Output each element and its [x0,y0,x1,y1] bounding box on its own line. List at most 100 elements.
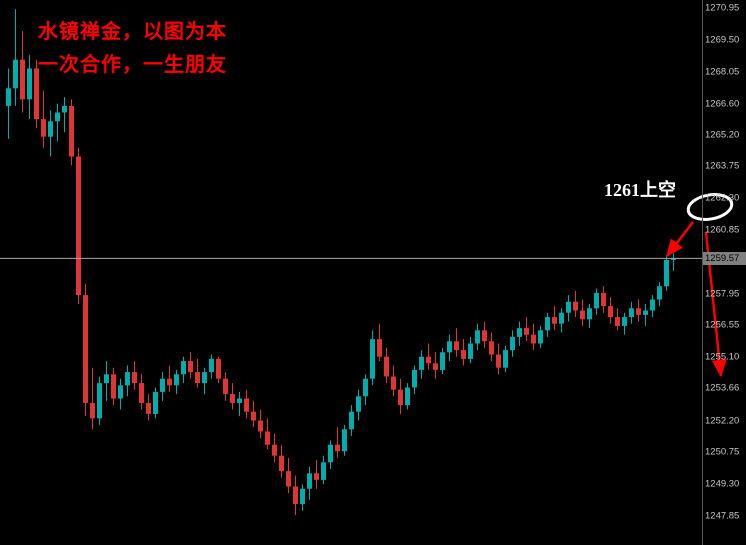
candle-body [286,471,291,487]
candle-body [517,328,522,337]
candle-body [181,361,186,375]
candle-body [629,308,634,318]
candle-body [363,378,368,397]
candle-body [244,398,249,412]
candle-body [6,88,11,106]
candle-body [216,358,221,379]
candle-body [265,431,270,445]
price-axis-label: 1257.95 [705,288,740,300]
candle-body [412,369,417,388]
candle-body [104,374,109,384]
candle-body [419,356,424,370]
candle-body [195,372,200,384]
candle-body [384,356,389,377]
candle-body [643,310,648,315]
candle-body [300,488,305,505]
candle-body [174,374,179,386]
candle-body [622,317,627,326]
price-axis-label: 1253.66 [705,382,740,394]
candle-body [342,429,347,452]
candle-body [538,330,543,344]
candle-body [167,378,172,386]
candle-body [489,341,494,355]
price-axis-label: 1263.75 [705,160,740,172]
candle-body [146,402,151,414]
candle-body [559,312,564,324]
candle-body [377,339,382,357]
candle-body [398,389,403,406]
candle-body [566,301,571,313]
candle-body [475,330,480,344]
candle-body [153,391,158,414]
candle-body [447,341,452,353]
price-axis-label: 1265.20 [705,129,740,140]
candle-body [636,308,641,315]
candle-body [510,336,515,351]
candle-body [111,374,116,399]
candle-body [573,301,578,311]
direction-arrow [666,221,694,257]
candle-body [328,444,333,463]
candle-body [132,372,137,384]
candle-body [160,378,165,392]
annotation-layer [0,193,746,378]
candle-body [20,59,25,100]
candle-body [454,341,459,351]
price-axis-label: 1262.30 [705,192,740,204]
candle-body [482,330,487,342]
candle-body [587,308,592,320]
candles-layer [6,9,676,516]
candle-body [664,259,669,287]
candle-body [671,258,676,260]
candle-body [48,121,53,137]
candle-body [608,306,613,318]
candle-body [13,59,18,89]
candle-body [524,328,529,335]
candle-body [76,156,81,296]
candle-body [433,363,438,370]
candle-body [34,68,39,120]
candle-body [251,411,256,421]
candle-body [209,358,214,373]
short-level-annotation: 1261上空 [604,180,676,200]
candle-body [55,112,60,122]
candle-body [41,119,46,137]
candle-body [83,295,88,403]
candle-body [125,372,130,386]
price-axis-label: 1266.60 [705,98,740,110]
price-axis-label: 1256.55 [705,319,740,331]
candle-body [223,378,228,395]
candle-body [461,350,466,359]
candle-body [580,310,585,320]
candle-body [650,299,655,311]
candle-body [279,455,284,472]
price-axis-label: 1255.10 [705,351,740,363]
candle-body [335,444,340,452]
candle-body [552,317,557,324]
candle-body [118,385,123,399]
candle-body [230,394,235,403]
candle-body [349,411,354,430]
candle-body [531,334,536,344]
candle-body [97,383,102,419]
price-axis-label: 1247.85 [705,510,740,522]
candle-body [272,444,277,456]
candle-body [496,354,501,368]
candle-body [188,361,193,373]
price-axis-label: 1250.75 [705,446,740,458]
price-axis-label: 1270.95 [705,2,740,14]
candle-body [27,68,32,100]
price-axis-label: 1260.85 [705,224,740,236]
candle-body [405,387,410,406]
candle-body [370,339,375,379]
candle-body [69,105,74,157]
price-axis-label: 1268.05 [705,66,740,78]
current-price-tag: 1259.57 [703,251,746,265]
price-axis-label: 1249.30 [705,478,740,490]
candle-body [202,372,207,384]
axis-separator-line [702,0,703,545]
candle-body [90,402,95,419]
candle-body [545,317,550,331]
